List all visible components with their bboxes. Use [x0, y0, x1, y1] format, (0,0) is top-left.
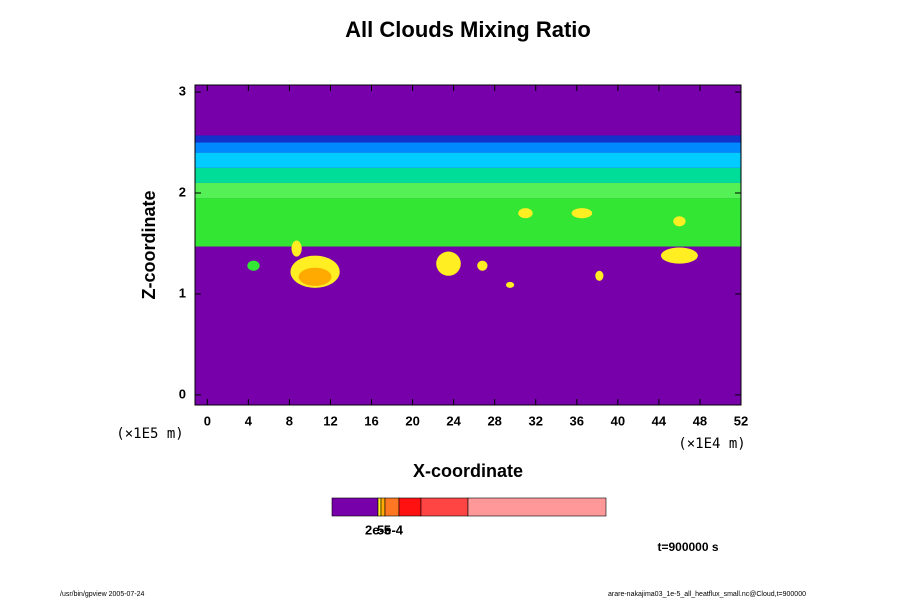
colorbar-segment	[467, 497, 607, 517]
chart-title: All Clouds Mixing Ratio	[345, 17, 591, 42]
x-tick-label: 48	[693, 413, 707, 428]
contour-blob	[505, 281, 515, 288]
x-tick-label: 24	[446, 413, 461, 428]
x-tick-label: 8	[286, 413, 293, 428]
x-tick-label: 52	[734, 413, 748, 428]
contour-blob	[571, 208, 593, 219]
plot-frame	[194, 84, 742, 406]
x-axis-label: X-coordinate	[413, 461, 523, 481]
y-tick-label: 1	[179, 285, 186, 300]
contour-blob	[247, 260, 260, 271]
contour-band	[195, 167, 741, 183]
x-tick-label: 40	[611, 413, 625, 428]
contour-blob	[477, 260, 488, 271]
contour-band	[195, 142, 741, 153]
y-tick-label: 3	[179, 84, 186, 99]
contour-band	[195, 152, 741, 168]
x-tick-label: 44	[652, 413, 667, 428]
y-axis-label: Z-coordinate	[139, 190, 159, 299]
x-tick-label: 28	[487, 413, 501, 428]
contour-blob	[291, 240, 302, 257]
footer-right: arare-nakajima03_1e-5_all_heatflux_small…	[608, 591, 806, 598]
time-label: t=900000 s	[657, 540, 718, 554]
footer-left: /usr/bin/gpview 2005-07-24	[60, 591, 145, 598]
x-unit: (×1E4 m)	[678, 436, 745, 452]
contour-band	[195, 135, 741, 143]
x-tick-label: 16	[364, 413, 378, 428]
colorbar-segment	[384, 497, 400, 517]
x-tick-label: 20	[405, 413, 419, 428]
colorbar-tick-label: 5e-4	[377, 522, 404, 537]
contour-blob	[660, 247, 698, 264]
contour-band	[195, 182, 741, 199]
x-tick-label: 32	[529, 413, 543, 428]
colorbar-segment	[377, 497, 382, 517]
colorbar-segment	[331, 497, 379, 517]
contour-blob	[673, 216, 686, 227]
x-tick-label: 4	[245, 413, 253, 428]
colorbar-segment	[398, 497, 422, 517]
x-tick-label: 12	[323, 413, 337, 428]
y-tick-label: 2	[179, 184, 186, 199]
contour-band	[195, 198, 741, 247]
colorbar-segment	[380, 497, 386, 517]
y-unit: (×1E5 m)	[116, 426, 183, 442]
colorbar-tick-label: 2e-5	[365, 522, 391, 537]
contour-blob	[595, 270, 604, 281]
y-tick-label: 0	[179, 386, 186, 401]
contour-blob	[298, 267, 332, 286]
contour-blob	[518, 208, 533, 219]
x-tick-label: 36	[570, 413, 584, 428]
colorbar-segment	[420, 497, 469, 517]
contour-blob	[436, 251, 461, 276]
x-tick-label: 0	[204, 413, 211, 428]
